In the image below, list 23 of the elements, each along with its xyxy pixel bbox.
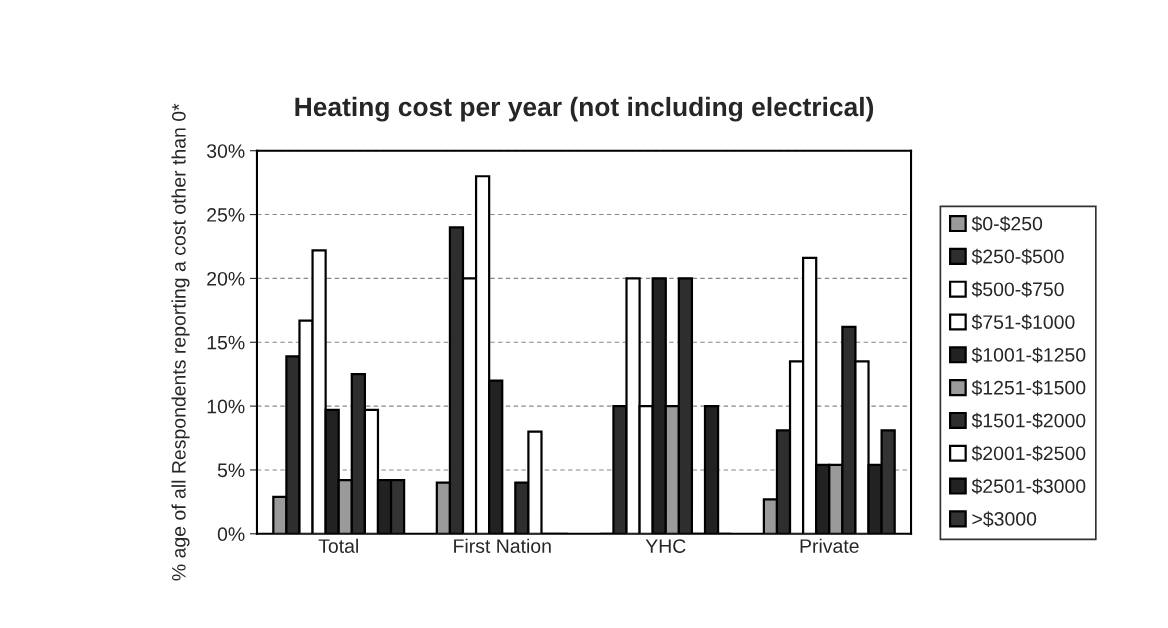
- legend-label: $1501-$2000: [971, 412, 1086, 429]
- legend-label: $250-$500: [971, 248, 1064, 265]
- x-tick-label: YHC: [645, 539, 686, 553]
- legend-label: $0-$250: [971, 215, 1043, 232]
- y-tick-label: 15%: [207, 335, 245, 350]
- y-tick-label: 0%: [217, 527, 245, 542]
- legend-label: $500-$750: [971, 281, 1064, 298]
- legend-label: $751-$1000: [971, 314, 1075, 331]
- y-tick-label: 30%: [206, 144, 245, 158]
- chart-title: Heating cost per year (not including electrical): [295, 96, 874, 122]
- legend-label: $1001-$1250: [971, 347, 1086, 363]
- legend-label: $1251-$1500: [971, 380, 1086, 396]
- legend-label: $2001-$2500: [971, 445, 1086, 462]
- x-tick-label: First Nation: [454, 538, 551, 553]
- x-tick-label: Total: [318, 538, 358, 553]
- y-axis-title: % age of all Respondents reporting a cost other than 0*: [171, 103, 190, 581]
- legend-label: $2501-$3000: [971, 478, 1086, 495]
- y-tick-label: 5%: [217, 463, 245, 478]
- legend-label: >$3000: [972, 511, 1037, 527]
- y-tick-label: 25%: [207, 208, 245, 222]
- x-tick-label: Private: [800, 538, 859, 553]
- y-tick-label: 20%: [207, 271, 245, 286]
- y-tick-label: 10%: [207, 399, 245, 414]
